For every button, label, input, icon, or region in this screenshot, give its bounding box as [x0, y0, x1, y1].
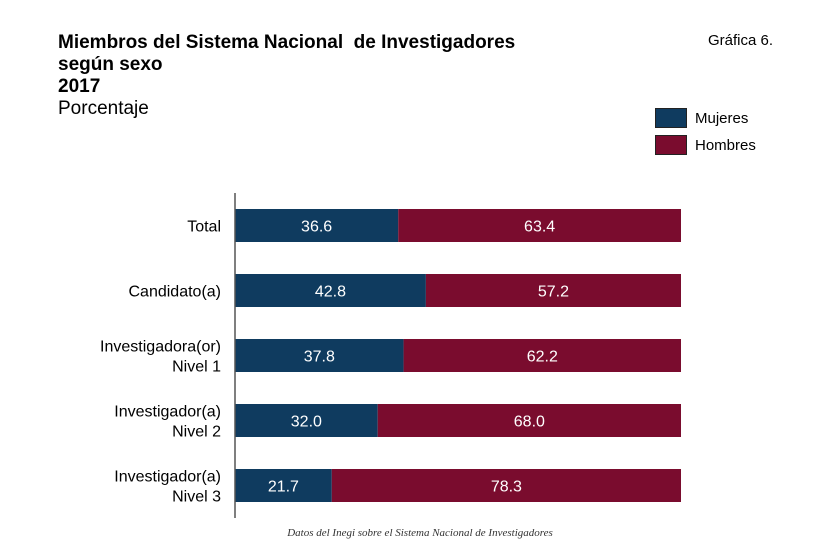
legend-swatch-mujeres — [655, 108, 687, 128]
category-label-3-0: Investigador(a) — [114, 404, 221, 421]
bar-mujeres-4 — [235, 469, 332, 502]
bar-mujeres-3 — [235, 404, 378, 437]
chart-title-line-1: Miembros del Sistema Nacional de Investi… — [58, 32, 516, 53]
chart-title-line-2: según sexo — [58, 54, 163, 75]
chart-number: Gráfica 6. — [708, 32, 774, 49]
bar-hombres-2 — [403, 339, 681, 372]
data-label-hombres-2: 62.2 — [527, 349, 558, 366]
data-label-hombres-0: 63.4 — [524, 219, 555, 236]
legend: Mujeres Hombres — [655, 108, 756, 162]
category-label-1-0: Candidato(a) — [129, 284, 222, 301]
legend-label-mujeres: Mujeres — [695, 109, 749, 127]
bar-hombres-4 — [331, 469, 681, 502]
data-label-mujeres-3: 32.0 — [291, 414, 322, 431]
bar-hombres-0 — [398, 209, 681, 242]
legend-item-mujeres: Mujeres — [655, 108, 756, 128]
data-label-mujeres-0: 36.6 — [301, 219, 332, 236]
data-label-mujeres-1: 42.8 — [315, 284, 346, 301]
data-label-hombres-3: 68.0 — [514, 414, 545, 431]
legend-label-hombres: Hombres — [695, 136, 756, 154]
category-label-3-1: Nivel 2 — [172, 424, 221, 441]
data-label-mujeres-4: 21.7 — [268, 479, 299, 496]
chart-subtitle: Porcentaje — [58, 98, 149, 119]
bar-mujeres-0 — [235, 209, 399, 242]
data-label-hombres-4: 78.3 — [491, 479, 522, 496]
bar-mujeres-1 — [235, 274, 426, 307]
category-label-4-0: Investigador(a) — [114, 469, 221, 486]
legend-item-hombres: Hombres — [655, 135, 756, 155]
chart-title-line-3: 2017 — [58, 76, 101, 97]
bar-mujeres-2 — [235, 339, 404, 372]
category-label-2-0: Investigadora(or) — [100, 339, 221, 356]
category-label-4-1: Nivel 3 — [172, 489, 221, 506]
category-label-2-1: Nivel 1 — [172, 359, 221, 376]
chart-title-block: Miembros del Sistema Nacional de Investi… — [58, 32, 515, 120]
bar-hombres-3 — [377, 404, 681, 437]
legend-swatch-hombres — [655, 135, 687, 155]
category-label-0-0: Total — [187, 219, 221, 236]
data-label-hombres-1: 57.2 — [538, 284, 569, 301]
bar-hombres-1 — [425, 274, 681, 307]
footnote: Datos del Inegi sobre el Sistema Naciona… — [287, 527, 553, 539]
data-label-mujeres-2: 37.8 — [304, 349, 335, 366]
